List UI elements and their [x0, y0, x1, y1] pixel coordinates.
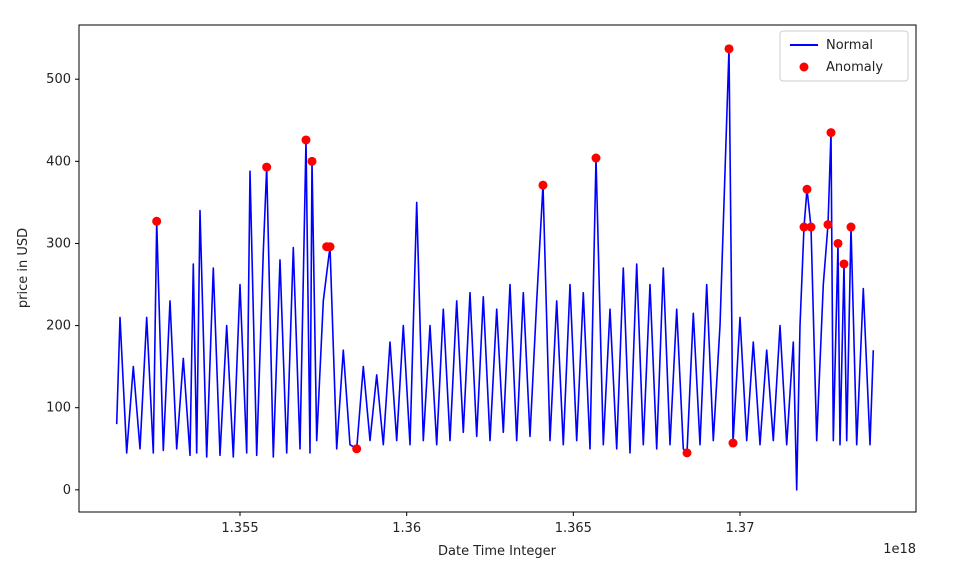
anomaly-point — [591, 153, 601, 163]
anomaly-point — [806, 222, 816, 232]
y-tick-label: 300 — [46, 236, 71, 251]
anomaly-point — [839, 259, 849, 269]
normal-line — [115, 47, 875, 491]
anomaly-point — [538, 180, 548, 190]
y-tick-label: 500 — [46, 72, 71, 87]
anomaly-point — [262, 162, 272, 172]
y-tick-label: 100 — [46, 401, 71, 416]
anomaly-point — [307, 156, 317, 166]
anomaly-point — [152, 216, 162, 226]
legend-label: Anomaly — [826, 60, 883, 75]
y-axis-label: price in USD — [16, 228, 31, 308]
x-tick-label: 1.37 — [726, 521, 755, 536]
anomaly-point — [301, 135, 311, 145]
anomaly-point — [802, 184, 812, 194]
y-tick-label: 0 — [63, 483, 71, 498]
x-tick-label: 1.365 — [555, 521, 592, 536]
anomaly-point — [826, 128, 836, 138]
x-tick-label: 1.36 — [392, 521, 421, 536]
anomaly-point — [728, 438, 738, 448]
anomaly-point — [846, 222, 856, 232]
legend-swatch — [799, 62, 809, 72]
y-tick-label: 400 — [46, 154, 71, 169]
legend-box — [779, 30, 909, 82]
x-axis-label: Date Time Integer — [438, 544, 557, 559]
anomaly-point — [799, 222, 809, 232]
x-offset-label: 1e18 — [883, 542, 916, 557]
x-tick-label: 1.355 — [221, 521, 258, 536]
anomaly-point — [682, 448, 692, 458]
anomaly-point — [833, 238, 843, 248]
anomaly-point — [352, 444, 362, 454]
plot-frame — [78, 24, 917, 513]
anomaly-point — [325, 242, 335, 252]
anomaly-point — [823, 220, 833, 230]
anomaly-point — [724, 44, 734, 54]
y-tick-label: 200 — [46, 319, 71, 334]
legend-label: Normal — [826, 38, 873, 53]
